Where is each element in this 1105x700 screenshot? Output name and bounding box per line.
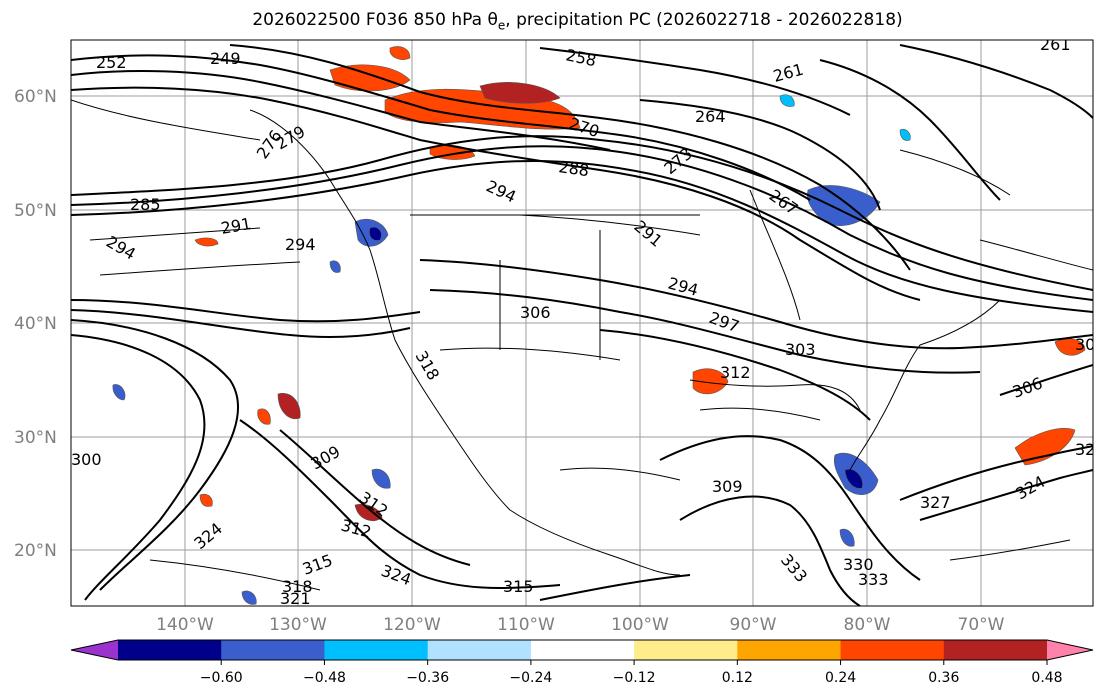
contour-label: 264 — [695, 107, 726, 126]
theta-e-contours-thin — [71, 99, 1093, 591]
colorbar-tick-label: 0.36 — [928, 670, 959, 686]
lat-label: 50°N — [14, 201, 57, 221]
lat-label: 60°N — [14, 87, 57, 107]
contour-label: 312 — [720, 363, 751, 382]
contour-label: 303 — [785, 340, 816, 359]
contour-label: 333 — [858, 570, 889, 589]
colorbar-segment — [943, 640, 1048, 660]
lon-label: 110°W — [497, 615, 555, 635]
longitude-labels: 140°W 130°W 120°W 110°W 100°W 90°W 80°W … — [156, 615, 1005, 635]
map-frame — [70, 39, 1094, 607]
map-panel: 252 249 258 261 261 264 270 273 276 279 … — [71, 35, 1105, 608]
lon-label: 130°W — [269, 615, 327, 635]
colorbar-extend-low — [71, 640, 118, 660]
contour-label: 315 — [503, 577, 534, 596]
contour-label: 252 — [96, 53, 127, 72]
colorbar-outline — [70, 639, 1094, 661]
colorbar-tick-label: 0.24 — [825, 670, 856, 686]
theta-e-contours — [71, 44, 1093, 606]
contour-label: 294 — [285, 235, 316, 254]
colorbar-segment — [324, 640, 429, 660]
lon-label: 120°W — [383, 615, 441, 635]
colorbar-ticks: −0.60 −0.48 −0.36 −0.24 −0.12 0.12 0.24 0.36 0.4… — [200, 660, 1063, 686]
contour-label: 261 — [1040, 35, 1071, 54]
colorbar-tick-label: 0.48 — [1031, 670, 1062, 686]
colorbar-segment — [634, 640, 738, 660]
coastlines — [249, 109, 1001, 576]
contour-label: 327 — [920, 493, 951, 512]
colorbar-tick-label: −0.12 — [613, 670, 656, 686]
lat-label: 20°N — [14, 541, 57, 561]
colorbar-tick-label: −0.48 — [303, 670, 346, 686]
contour-label: 288 — [557, 157, 590, 180]
lat-label: 30°N — [14, 428, 57, 448]
contour-label: 321 — [280, 589, 311, 608]
colorbar-tick-label: 0.12 — [722, 670, 753, 686]
lat-label: 40°N — [14, 314, 57, 334]
colorbar-tick-label: −0.36 — [406, 670, 449, 686]
contour-label: 300 — [71, 450, 102, 469]
latitude-labels: 60°N 50°N 40°N 30°N 20°N — [14, 87, 57, 561]
contour-label: 330 — [843, 555, 874, 574]
lon-label: 140°W — [156, 615, 214, 635]
contour-label: 318 — [282, 577, 313, 596]
contour-label: 306 — [1075, 335, 1105, 354]
lon-label: 70°W — [958, 615, 1005, 635]
graticule — [71, 40, 1093, 606]
map-title: 2026022500 F036 850 hPa θe, precipitatio… — [252, 10, 903, 33]
colorbar-segment — [221, 640, 325, 660]
colorbar-segment — [530, 640, 635, 660]
lon-label: 80°W — [844, 615, 891, 635]
lon-label: 90°W — [730, 615, 777, 635]
colorbar-segment — [737, 640, 842, 660]
colorbar-tick-label: −0.60 — [200, 670, 243, 686]
colorbar-tick-label: −0.24 — [509, 670, 552, 686]
colorbar-extend-high — [1047, 640, 1093, 660]
contour-label: 249 — [210, 49, 241, 68]
colorbar-segment — [840, 640, 945, 660]
colorbar-segment — [427, 640, 532, 660]
contour-label: 306 — [520, 303, 551, 322]
colorbar — [70, 639, 1094, 661]
colorbar-segment — [118, 640, 222, 660]
contour-label: 285 — [130, 195, 161, 214]
contour-label: 321 — [1075, 440, 1105, 459]
lon-label: 100°W — [611, 615, 669, 635]
contour-label: 309 — [712, 477, 743, 496]
